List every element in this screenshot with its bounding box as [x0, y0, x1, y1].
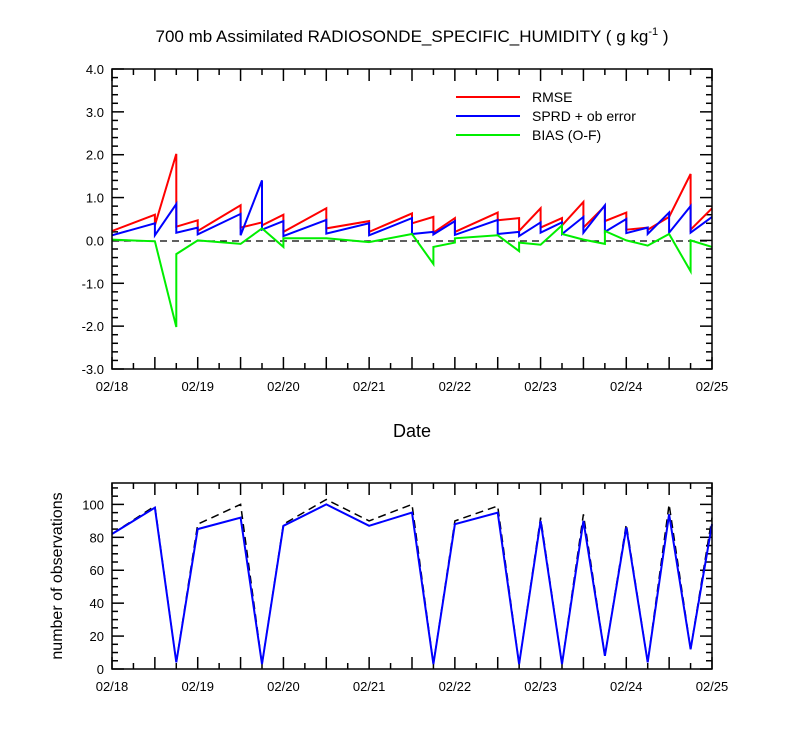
x-tick-label: 02/20 [267, 379, 300, 394]
legend-label: RMSE [532, 89, 572, 105]
y-tick-label: 3.0 [86, 105, 104, 120]
y-tick-label: 1.0 [86, 191, 104, 206]
x-tick-label: 02/24 [610, 679, 643, 694]
top-panel: 02/18 02/19 02/20 02/21 02/22 02/23 02/24 02/25… [82, 62, 729, 394]
x-tick-label: 02/19 [181, 679, 214, 694]
chart-title: 700 mb Assimilated RADIOSONDE_SPECIFIC_H… [156, 26, 669, 46]
x-tick-label: 02/25 [696, 379, 729, 394]
x-tick-label: 02/21 [353, 379, 386, 394]
y-tick-label: 60 [90, 563, 104, 578]
bottom-plot-frame [111, 482, 713, 670]
y-tick-label: 0.0 [86, 233, 104, 248]
y-axis-label-bottom: number of observations [49, 492, 66, 659]
legend: RMSE SPRD + ob error BIAS (O-F) [456, 89, 636, 143]
series-line-dashed-total [111, 498, 713, 665]
y-tick-label: -3.0 [82, 362, 104, 377]
y-tick-label: 20 [90, 629, 104, 644]
y-tick-label: 2.0 [86, 148, 104, 163]
y-tick-label: -1.0 [82, 276, 104, 291]
x-axis-label: Date [393, 421, 431, 441]
x-tick-label: 02/25 [696, 679, 729, 694]
series-line-sprd-ob-error [111, 180, 713, 239]
x-tick-label: 02/20 [267, 679, 300, 694]
y-tick-label: 40 [90, 596, 104, 611]
top-plot-frame [111, 68, 713, 370]
x-tick-label: 02/22 [439, 379, 472, 394]
series-line-assimilated [111, 503, 713, 665]
x-tick-label: 02/18 [96, 679, 129, 694]
y-tick-label: 100 [82, 497, 104, 512]
x-tick-label: 02/24 [610, 379, 643, 394]
x-tick-label: 02/19 [181, 379, 214, 394]
series-line-bias-o-f [111, 223, 713, 328]
y-tick-label: 80 [90, 530, 104, 545]
y-tick-label: 0 [97, 662, 104, 677]
x-tick-label: 02/21 [353, 679, 386, 694]
legend-label: SPRD + ob error [532, 108, 636, 124]
bottom-panel: 02/18 02/19 02/20 02/21 02/22 02/23 02/24 02/25… [82, 482, 729, 694]
x-tick-label: 02/18 [96, 379, 129, 394]
y-tick-label: 4.0 [86, 62, 104, 77]
x-tick-label: 02/22 [439, 679, 472, 694]
series-line-rmse [111, 153, 713, 235]
y-tick-label: -2.0 [82, 319, 104, 334]
x-tick-label: 02/23 [524, 379, 557, 394]
x-tick-label: 02/23 [524, 679, 557, 694]
legend-label: BIAS (O-F) [532, 127, 601, 143]
